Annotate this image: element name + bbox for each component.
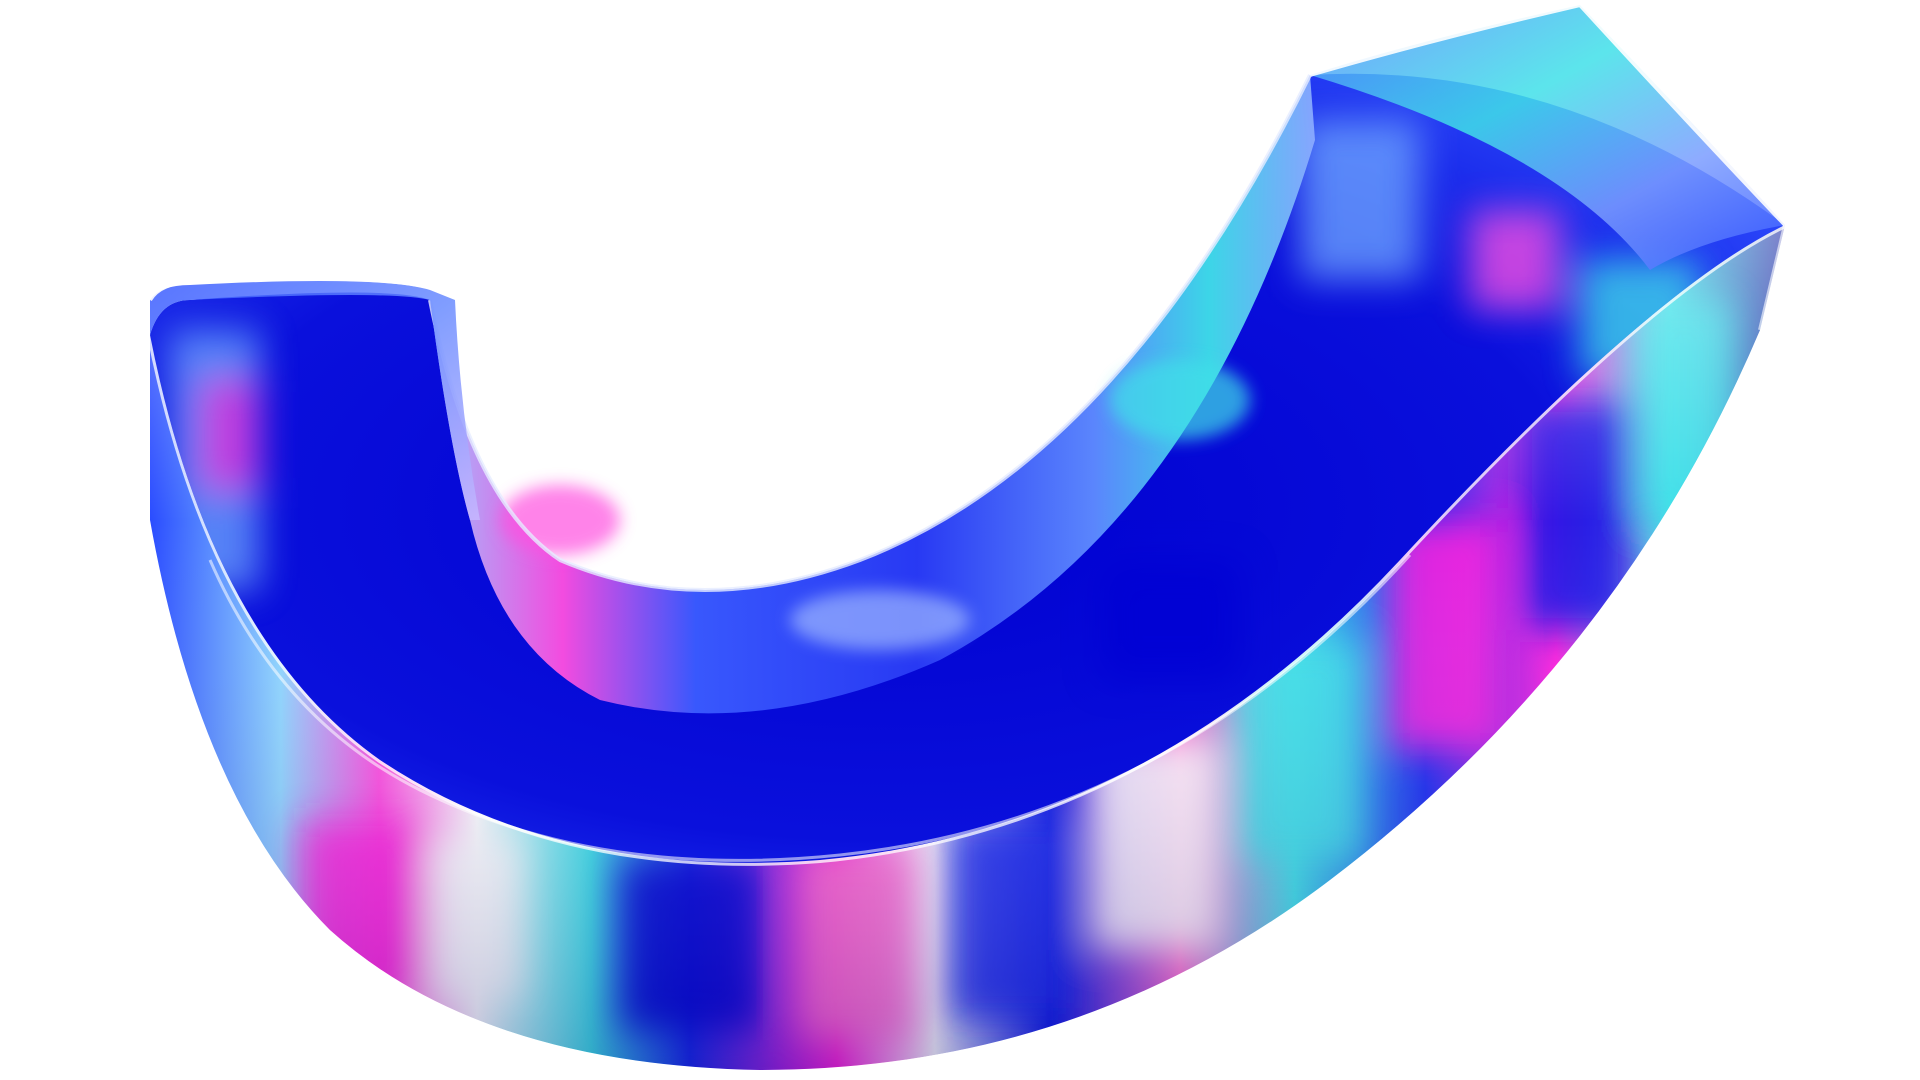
- arc-inner-wall: [428, 74, 1315, 714]
- arc-rim-highlight: [208, 553, 1412, 862]
- arc-right-end-cap: [1309, 2, 1787, 331]
- arc-left-end-cap: [148, 276, 480, 520]
- arc-front-band: [147, 222, 1787, 1070]
